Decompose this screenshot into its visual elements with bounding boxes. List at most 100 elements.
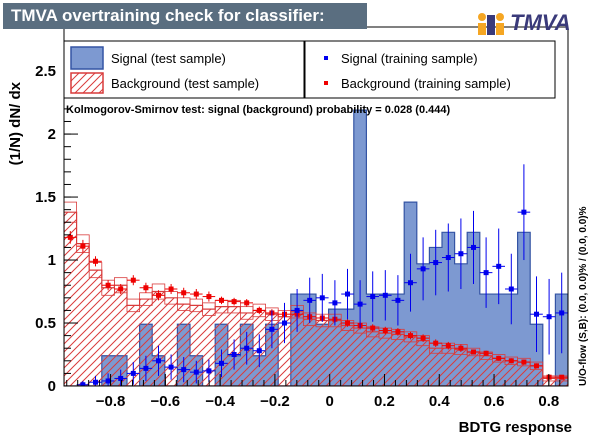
legend-background-training-marker [324,81,328,85]
signal-training-point [454,218,468,290]
background-training-point [379,326,392,335]
signal-training-point [278,302,291,344]
background-training-point [64,231,77,244]
legend-signal-test-label: Signal (test sample) [111,51,226,66]
x-tick-label: −0.4 [205,393,235,410]
background-training-point [114,283,127,295]
y-tick-label: 0.5 [35,315,56,332]
y-axis-label: (1/N) dN/ dx [7,81,24,165]
signal-training-point [467,210,480,284]
y-tick-label: 0 [48,378,56,395]
signal-training-point [328,280,342,326]
background-training-point [467,349,480,355]
background-training-point [429,339,442,347]
signal-training-point [190,360,203,384]
signal-training-markers [76,164,568,386]
legend: Signal (test sample) Background (test sa… [63,40,556,99]
signal-training-point [253,334,266,368]
signal-training-point [341,268,354,320]
signal-training-point [542,278,556,355]
signal-training-point [391,275,405,326]
background-training-point [177,287,190,298]
y-tick-label: 2 [48,126,56,143]
background-training-point [152,290,165,301]
background-training-point [517,359,531,365]
y-tick-label: 1 [48,252,56,269]
signal-training-point [227,339,241,370]
background-training-point [139,282,153,293]
background-training-point [215,296,228,305]
tmva-logo-text: TMVA [510,10,571,35]
legend-background-test-swatch [70,72,104,94]
signal-training-point [505,253,518,325]
background-training-point [127,275,140,286]
tmva-logo: TMVA [474,9,592,39]
background-training-point [479,350,493,356]
signal-training-point [429,229,442,296]
background-training-point [89,256,102,267]
x-tick-label: 0.8 [538,393,559,410]
background-training-point [202,291,216,302]
legend-right-box [304,40,556,99]
signal-training-point [76,380,90,386]
legend-signal-training-marker [324,56,328,60]
x-tick-label: −0.2 [260,393,290,410]
background-training-point [505,358,518,364]
x-tick-label: −0.8 [96,393,126,410]
signal-training-point [366,271,379,322]
y-tick-label: 2.5 [35,63,56,80]
background-training-point [190,289,203,300]
background-training-point [404,331,417,340]
background-training-point [416,334,430,342]
signal-training-point [555,272,568,354]
signal-training-point [177,357,190,383]
tmva-logo-icon [478,13,504,35]
x-tick-label: 0.6 [484,393,505,410]
legend-signal-test-swatch [70,46,104,70]
signal-training-point [316,273,329,322]
signal-training-point [152,345,165,376]
signal-training-point [215,349,228,378]
legend-background-test-label: Background (test sample) [111,76,259,91]
signal-training-point [353,280,367,329]
signal-training-point [517,164,531,261]
signal-training-point [290,289,304,332]
signal-training-point [127,362,140,385]
signal-training-point [442,223,455,292]
signal-training-point [492,228,505,305]
background-training-point [492,355,505,361]
signal-training-point [240,331,253,365]
ks-test-text: Kolmogorov-Smirnov test: signal (backgro… [66,104,450,116]
background-training-point [227,297,241,306]
signal-training-point [114,369,127,386]
signal-training-point [530,276,543,352]
background-training-point [366,324,379,332]
background-training-point [391,328,405,336]
background-training-point [164,283,178,295]
background-training-point [76,239,90,253]
signal-training-point [379,270,392,321]
signal-training-point [404,253,417,312]
background-training-point [555,374,568,380]
background-training-point [442,341,455,350]
x-tick-label: 0.4 [429,393,451,410]
axes: −0.8 −0.6 −0.4 −0.2 0 0.2 0.4 0.6 0.8 0 0.5 1 1.5 2 2.… [35,45,561,410]
signal-training-point [479,237,493,308]
y-tick-label: 1.5 [35,189,56,206]
legend-background-training-label: Background (training sample) [341,76,511,91]
overflow-text: U/O-flow (S,B): (0.0, 0.0)% / (0.0, 0.0)… [578,206,589,386]
plot-title: TMVA overtraining check for classifier: … [3,3,367,51]
x-tick-label: 0 [326,393,334,410]
background-training-point [240,299,253,307]
signal-training-point [416,237,430,301]
background-training-point [530,363,543,369]
signal-training-point [303,277,316,324]
signal-training-point [265,310,279,349]
x-tick-label: −0.6 [151,393,181,410]
signal-training-point [139,355,153,381]
background-training-point [253,306,266,315]
background-training-point [454,344,468,352]
background-training-point [341,319,354,327]
x-tick-label: 0.2 [374,393,395,410]
